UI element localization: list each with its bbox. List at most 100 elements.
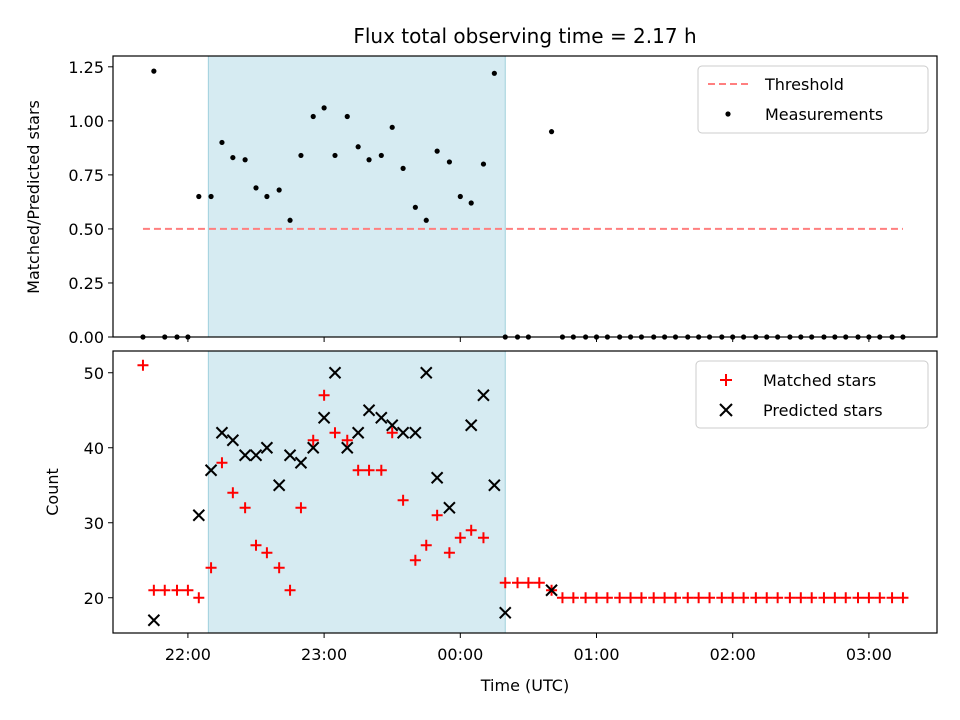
matched-star-point xyxy=(307,434,319,446)
top-observing-window-span xyxy=(207,55,506,338)
predicted-star-point xyxy=(226,434,240,447)
measurement-point xyxy=(491,70,497,76)
matched-star-point xyxy=(318,389,330,401)
predicted-star-point xyxy=(488,479,501,492)
matched-star-point xyxy=(239,502,251,514)
x-stroke-b xyxy=(204,464,218,477)
x-stroke-b xyxy=(375,411,388,424)
matched-star-point xyxy=(806,592,818,604)
measurement-point xyxy=(457,193,463,200)
measurement-point xyxy=(321,105,327,111)
measurement-point xyxy=(423,217,429,223)
matched-star-point xyxy=(137,359,149,371)
measurement-point xyxy=(412,204,418,210)
legend-measurements-label: Measurements xyxy=(765,105,883,124)
matched-star-point xyxy=(420,539,432,551)
matched-star-point xyxy=(261,547,273,559)
measurement-point xyxy=(400,165,406,171)
top-legend-box xyxy=(697,65,929,134)
x-stroke-b xyxy=(238,449,252,462)
matched-star-point xyxy=(750,592,762,604)
bottom-observing-window-span xyxy=(207,350,506,634)
predicted-star-point xyxy=(430,471,444,484)
x-stroke-b xyxy=(341,441,354,454)
x-stroke-b xyxy=(396,426,410,439)
matched-star-point xyxy=(829,592,841,604)
series-2-points xyxy=(147,366,558,627)
matched-star-point xyxy=(659,592,671,604)
bottom-legend: Matched stars Predicted stars xyxy=(695,360,929,429)
matched-star-point xyxy=(625,592,637,604)
matched-star-point xyxy=(897,592,909,604)
matched-star-point xyxy=(295,502,307,514)
matched-star-point xyxy=(205,562,217,574)
x-stroke-b xyxy=(499,606,512,619)
predicted-star-point xyxy=(362,404,376,417)
y-tick-label: 0.00 xyxy=(68,328,104,347)
x-stroke-b xyxy=(477,389,490,402)
matched-star-point xyxy=(669,592,681,604)
x-stroke-b xyxy=(351,426,365,439)
measurement-point xyxy=(468,200,474,206)
matched-star-point xyxy=(635,592,647,604)
measurement-point xyxy=(196,193,202,200)
matched-star-point xyxy=(648,592,660,604)
y-tick-label: 1.25 xyxy=(68,58,104,77)
predicted-star-point xyxy=(294,456,308,469)
matched-star-point xyxy=(693,592,705,604)
matched-star-point xyxy=(363,464,375,476)
x-axis-label: Time (UTC) xyxy=(480,676,569,695)
matched-star-point xyxy=(852,592,864,604)
matched-star-point xyxy=(182,584,194,596)
matched-star-point xyxy=(818,592,830,604)
x-stroke-b xyxy=(226,434,240,447)
predicted-star-point xyxy=(147,614,161,627)
matched-star-point xyxy=(580,592,592,604)
matched-star-point xyxy=(375,464,387,476)
matched-star-point xyxy=(795,592,807,604)
x-stroke-b xyxy=(272,479,286,492)
bottom-panel: 20 30 40 50 22:00 23:00 00:00 01:00 02:00 03:00 C… xyxy=(43,350,938,695)
legend-predicted-label: Predicted stars xyxy=(763,401,883,420)
y-tick-label: 0.25 xyxy=(68,274,104,293)
matched-star-point xyxy=(682,592,694,604)
top-panel: Flux total observing time = 2.17 h 0.00 0… xyxy=(24,24,938,347)
x-stroke-b xyxy=(317,411,331,424)
measurement-point xyxy=(253,185,259,191)
predicted-star-point xyxy=(396,426,410,439)
predicted-star-point xyxy=(260,441,274,454)
x-stroke-b xyxy=(545,584,558,597)
matched-star-point xyxy=(284,584,296,596)
matched-star-point xyxy=(863,592,875,604)
x-tick-label: 03:00 xyxy=(846,645,892,664)
matched-star-point xyxy=(716,592,728,604)
y-tick-label: 0.75 xyxy=(68,166,104,185)
matched-star-point xyxy=(454,532,466,544)
matched-star-point xyxy=(409,554,421,566)
predicted-star-point xyxy=(477,389,490,402)
measurement-point xyxy=(151,68,157,74)
series-1-points xyxy=(137,359,909,604)
matched-star-point xyxy=(591,592,603,604)
measurement-point xyxy=(378,152,384,159)
matched-star-point xyxy=(227,487,239,499)
legend-matched-swatch xyxy=(720,374,732,386)
matched-star-point xyxy=(443,547,455,559)
matched-star-point xyxy=(250,539,262,551)
matched-star-point xyxy=(216,457,228,469)
measurement-point xyxy=(366,157,372,163)
matched-star-point xyxy=(772,592,784,604)
predicted-star-point xyxy=(215,426,229,439)
predicted-star-point xyxy=(272,479,286,492)
x-stroke-b xyxy=(362,404,376,417)
y-tick-label: 0.50 xyxy=(68,220,104,239)
top-legend: Threshold Measurements xyxy=(697,65,929,134)
matched-star-point xyxy=(840,592,852,604)
x-stroke-b xyxy=(147,614,161,627)
matched-star-point xyxy=(512,577,524,589)
predicted-star-point xyxy=(375,411,388,424)
matched-star-point xyxy=(761,592,773,604)
matched-star-point xyxy=(567,592,579,604)
measurement-point xyxy=(480,161,487,167)
